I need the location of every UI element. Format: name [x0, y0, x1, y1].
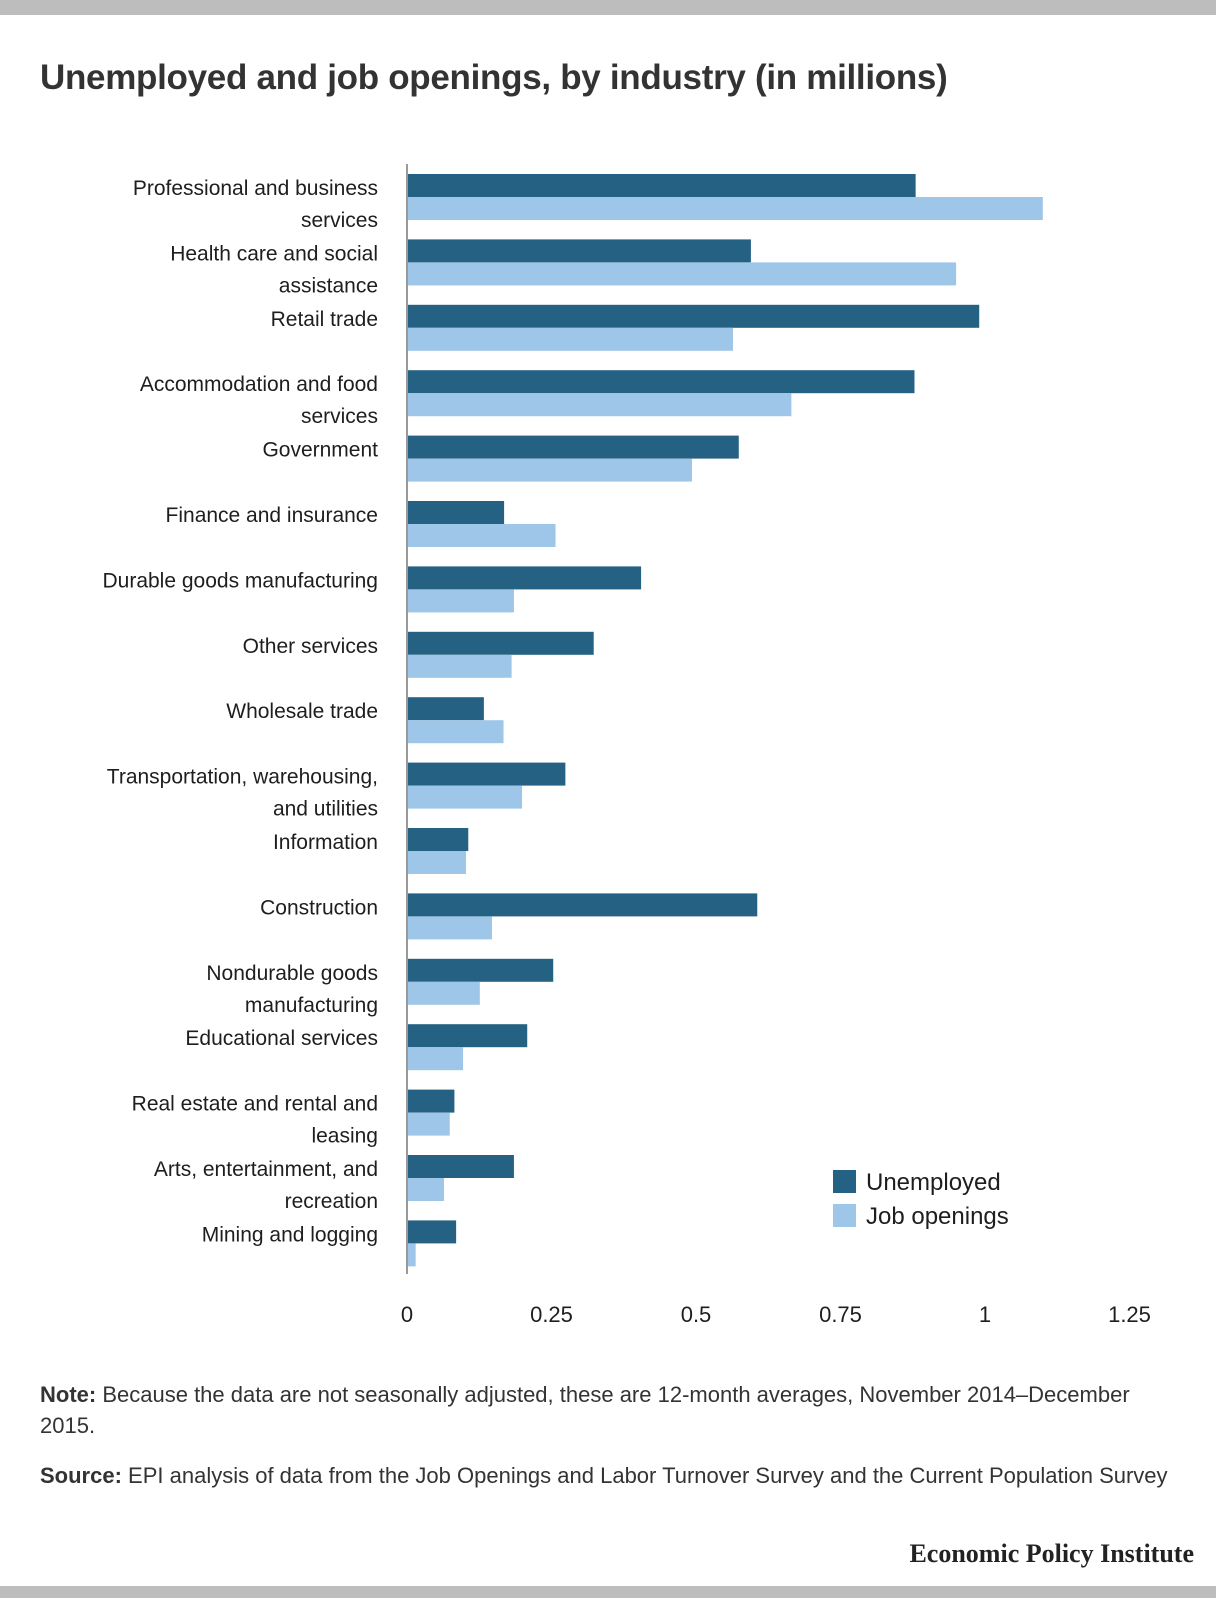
- bar-unemployed: [407, 893, 758, 917]
- bar-job-openings: [407, 785, 523, 809]
- legend: Unemployed Job openings: [833, 1169, 1009, 1230]
- x-tick-label: 0.75: [819, 1302, 862, 1327]
- category-label: Educational services: [185, 1027, 378, 1050]
- bar-job-openings: [407, 720, 504, 744]
- bar-job-openings: [407, 851, 466, 874]
- bar-job-openings: [407, 197, 1043, 220]
- bar-job-openings: [407, 524, 556, 547]
- bottom-border-bar: [0, 1586, 1216, 1598]
- category-label: Professional and business: [133, 177, 378, 200]
- x-tick-label: 0.25: [530, 1302, 573, 1327]
- category-label: Other services: [243, 635, 378, 658]
- bar-unemployed: [407, 697, 484, 721]
- category-label: Accommodation and food: [140, 373, 378, 396]
- bar-job-openings: [407, 327, 733, 351]
- category-label: Health care and social: [170, 242, 378, 265]
- bar-unemployed: [407, 174, 916, 197]
- note-label: Note:: [40, 1382, 97, 1407]
- legend-label: Unemployed: [866, 1169, 1001, 1196]
- category-labels: Professional and business services Health …: [102, 177, 378, 1246]
- category-label: Construction: [260, 896, 378, 919]
- category-label: Nondurable goods: [206, 962, 378, 985]
- bar-job-openings: [407, 393, 792, 417]
- source-text: EPI analysis of data from the Job Openin…: [128, 1463, 1168, 1488]
- x-tick-labels: 0 0.25 0.5 0.75 1 1.25: [401, 1302, 1151, 1327]
- bar-job-openings: [407, 654, 512, 678]
- bar-job-openings: [407, 458, 692, 482]
- category-label: Wholesale trade: [226, 700, 378, 723]
- category-label: services: [301, 209, 378, 232]
- bars-group: [407, 174, 1043, 1267]
- bar-job-openings: [407, 1243, 416, 1267]
- category-label: Arts, entertainment, and: [154, 1158, 378, 1181]
- bar-unemployed: [407, 631, 594, 655]
- category-label: recreation: [285, 1190, 378, 1213]
- bar-job-openings: [407, 1047, 464, 1071]
- category-label: Information: [273, 831, 378, 854]
- x-tick-label: 0.5: [681, 1302, 712, 1327]
- category-label: and utilities: [273, 798, 378, 821]
- legend-label: Job openings: [866, 1203, 1009, 1230]
- bar-job-openings: [407, 262, 957, 286]
- category-label: Durable goods manufacturing: [102, 569, 378, 592]
- chart-title: Unemployed and job openings, by industry…: [40, 58, 948, 97]
- category-label: manufacturing: [245, 994, 378, 1017]
- legend-swatch-unemployed: [833, 1170, 856, 1193]
- bar-unemployed: [407, 958, 554, 982]
- category-label: Transportation, warehousing,: [107, 766, 378, 789]
- category-label: assistance: [279, 274, 378, 297]
- source: Source: EPI analysis of data from the Jo…: [40, 1460, 1170, 1491]
- source-label: Source:: [40, 1463, 122, 1488]
- bar-unemployed: [407, 1024, 528, 1048]
- note-text: Because the data are not seasonally adju…: [40, 1382, 1130, 1438]
- brand-logo-text: Economic Policy Institute: [909, 1539, 1194, 1568]
- x-tick-label: 0: [401, 1302, 413, 1327]
- category-label: Finance and insurance: [166, 504, 378, 527]
- bar-unemployed: [407, 435, 739, 459]
- x-tick-label: 1: [979, 1302, 991, 1327]
- note: Note: Because the data are not seasonall…: [40, 1379, 1170, 1441]
- bar-unemployed: [407, 370, 915, 394]
- bar-chart: Professional and business services Health …: [102, 164, 1151, 1327]
- bar-job-openings: [407, 589, 514, 613]
- bar-job-openings: [407, 1112, 450, 1136]
- category-label: Government: [262, 439, 378, 462]
- category-label: Real estate and rental and: [132, 1093, 378, 1116]
- bar-unemployed: [407, 566, 642, 590]
- top-border-bar: [0, 0, 1216, 15]
- bar-unemployed: [407, 501, 505, 524]
- category-label: Retail trade: [271, 308, 378, 331]
- bar-job-openings: [407, 1178, 444, 1201]
- bar-unemployed: [407, 239, 751, 263]
- bar-unemployed: [407, 304, 980, 328]
- legend-swatch-job-openings: [833, 1204, 856, 1227]
- bar-unemployed: [407, 1220, 457, 1244]
- bar-unemployed: [407, 828, 469, 851]
- bar-unemployed: [407, 762, 566, 786]
- category-label: leasing: [311, 1125, 378, 1148]
- bar-unemployed: [407, 1155, 514, 1178]
- x-tick-label: 1.25: [1108, 1302, 1151, 1327]
- bar-job-openings: [407, 916, 492, 940]
- bar-unemployed: [407, 1089, 455, 1113]
- category-label: Mining and logging: [202, 1223, 378, 1246]
- bar-job-openings: [407, 981, 480, 1005]
- category-label: services: [301, 405, 378, 428]
